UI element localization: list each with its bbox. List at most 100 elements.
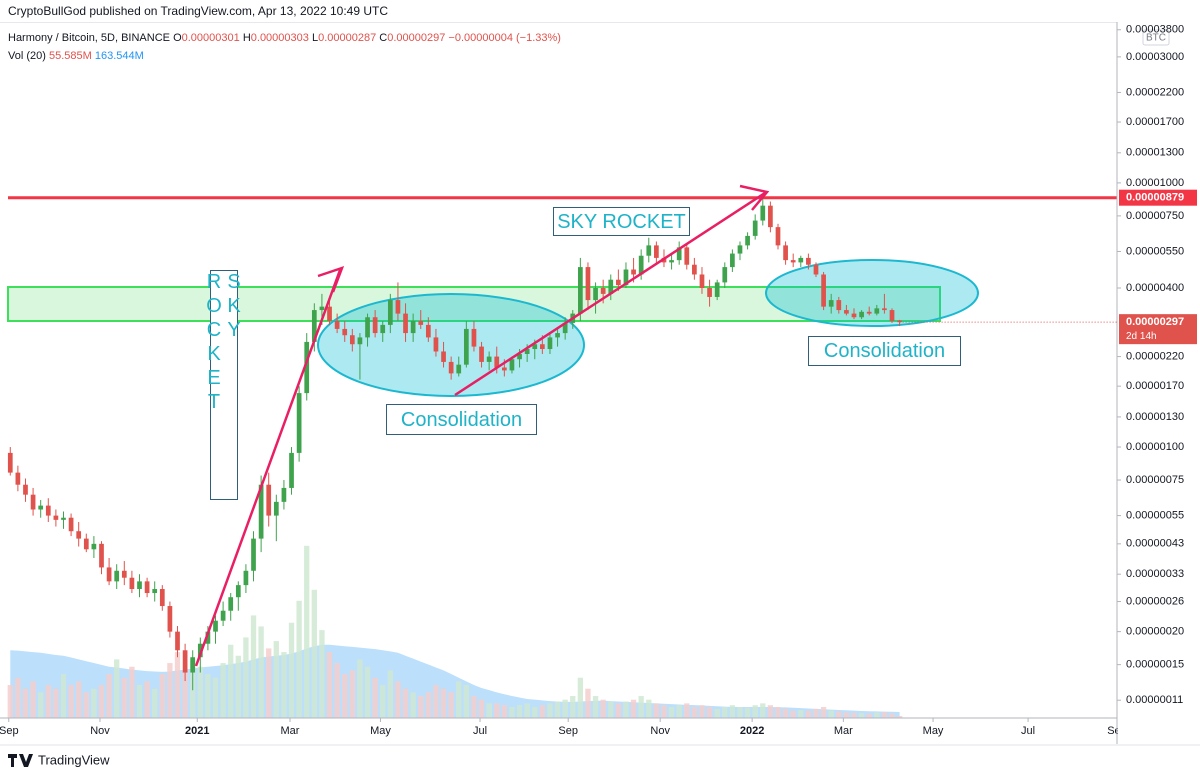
candle-body — [585, 267, 591, 301]
volume-bar — [805, 710, 812, 718]
volume-bar — [798, 709, 804, 718]
candle-body — [175, 631, 180, 651]
volume-bar — [334, 663, 340, 718]
volume-bar — [592, 696, 599, 718]
candle-body — [410, 321, 416, 334]
candle-body — [623, 269, 629, 286]
y-tick-label: 0.00002200 — [1126, 86, 1184, 98]
candle-body — [859, 311, 864, 318]
volume-bar — [585, 688, 591, 718]
candle-body — [897, 320, 902, 323]
candle-body — [99, 543, 104, 568]
candle-body — [45, 505, 51, 516]
ohlc-key: L — [312, 32, 318, 44]
x-tick-label: May — [923, 725, 944, 737]
volume-bar — [448, 692, 454, 718]
candle-body — [471, 328, 477, 347]
volume-bar — [296, 600, 302, 718]
volume-bar — [813, 708, 819, 718]
volume-bar — [706, 707, 713, 718]
x-tick-label: Mar — [281, 725, 300, 737]
volume-bar — [874, 712, 880, 718]
volume-bar — [858, 713, 865, 718]
candle-body — [798, 257, 804, 263]
candle-body — [152, 589, 158, 594]
candle-body — [403, 313, 408, 334]
candle-body — [220, 610, 226, 621]
countdown: 2d 14h — [1126, 331, 1157, 342]
volume-bar — [661, 705, 667, 718]
candle-body — [121, 570, 127, 578]
x-tick-label: Nov — [90, 725, 110, 737]
volume-bar — [182, 670, 188, 718]
volume-bar — [380, 685, 386, 718]
volume-bar — [288, 622, 295, 718]
candle-body — [129, 577, 135, 590]
volume-bar — [600, 699, 606, 718]
axis-cover — [1118, 719, 1200, 743]
volume-bar — [304, 545, 310, 718]
candle-body — [730, 253, 735, 268]
candle-body — [775, 227, 781, 246]
x-tick-label: Mar — [834, 725, 853, 737]
volume-bar — [509, 707, 515, 718]
candle-body — [669, 260, 674, 263]
volume-bar — [478, 699, 485, 718]
candle-body — [327, 306, 332, 322]
candle-body — [555, 333, 560, 338]
volume-bar — [790, 710, 796, 718]
volume-bar — [494, 703, 500, 718]
x-tick-label: 2021 — [185, 725, 209, 737]
change: −0.00000004 (−1.33%) — [448, 32, 561, 44]
volume-bar — [547, 703, 553, 718]
volume-bar — [387, 670, 393, 718]
candle-body — [463, 328, 469, 365]
ohlc-key: O — [173, 32, 182, 44]
volume-bar — [615, 703, 622, 718]
volume-bar — [273, 641, 279, 718]
candle-body — [479, 346, 484, 362]
candle-body — [889, 310, 895, 322]
credit: CryptoBullGod published on TradingView.c… — [8, 4, 388, 18]
candle-body — [319, 306, 325, 311]
y-tick-label: 0.00000075 — [1126, 474, 1184, 486]
volume-bar — [608, 701, 614, 718]
candle-body — [83, 538, 89, 550]
volume-bar — [828, 710, 834, 718]
volume-bar — [425, 692, 432, 718]
candle-body — [68, 517, 74, 532]
candle-body — [311, 310, 317, 342]
annotation: SKY ROCKET — [553, 207, 690, 236]
volume-bar — [129, 666, 135, 718]
candle-body — [722, 267, 728, 283]
y-tick-label: 0.00003000 — [1126, 51, 1184, 63]
volume-bar — [744, 707, 751, 718]
candle-body — [114, 570, 120, 582]
candle-body — [106, 567, 112, 582]
candle-body — [15, 472, 21, 485]
volume-bar — [737, 707, 743, 718]
candle-body — [882, 308, 887, 311]
price-axis — [1117, 22, 1200, 725]
volume-bar — [471, 696, 477, 718]
volume-bar — [319, 630, 325, 718]
y-tick-label: 0.00000011 — [1126, 694, 1183, 706]
legend: Harmony / Bitcoin, 5D, BINANCE O0.000003… — [8, 32, 561, 44]
volume-bar — [38, 692, 44, 718]
volume-bar — [410, 692, 416, 718]
ohlc-value: 0.00000303 — [251, 32, 309, 44]
volume-bar — [767, 705, 774, 718]
volume-bar — [144, 681, 150, 718]
candle-body — [7, 452, 13, 473]
candle-body — [372, 317, 378, 334]
candle-body — [76, 531, 82, 539]
volume-bar — [722, 707, 728, 718]
candle-body — [190, 657, 196, 673]
candle-body — [334, 321, 340, 329]
volume-bar — [136, 685, 143, 718]
candle-body — [517, 354, 522, 360]
volume-bar — [235, 655, 241, 718]
candle-body — [38, 505, 44, 510]
volume-bar — [357, 659, 363, 718]
candle-body — [144, 581, 150, 594]
